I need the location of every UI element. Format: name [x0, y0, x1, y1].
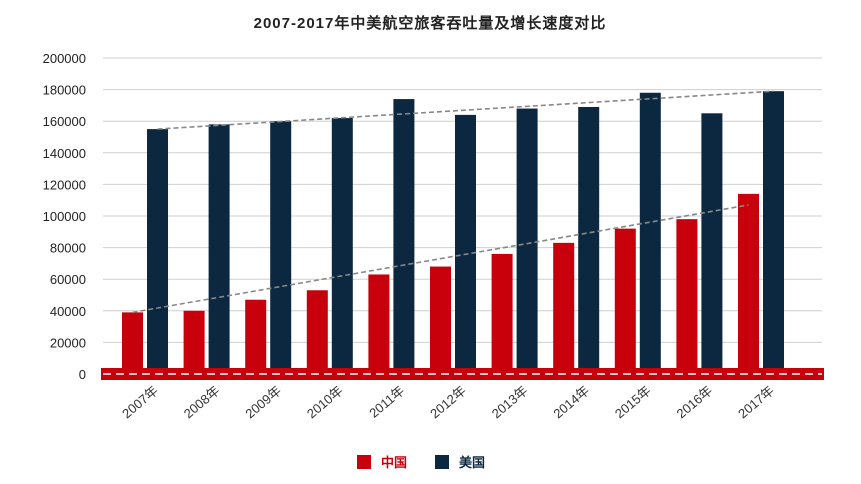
bar-china [183, 310, 205, 374]
x-tick-label: 2011年 [366, 383, 407, 421]
legend-label-china: 中国 [381, 455, 407, 470]
x-tick-label: 2007年 [119, 383, 161, 421]
x-tick-label: 2010年 [304, 383, 346, 421]
bar-usa [701, 113, 723, 375]
y-tick-label: 20000 [50, 335, 86, 350]
y-tick-label: 200000 [43, 51, 86, 66]
bar-usa [763, 91, 784, 375]
bar-china [491, 253, 513, 374]
bar-usa [331, 118, 353, 374]
bar-china [553, 242, 575, 374]
bar-china [245, 299, 267, 374]
bar-usa [393, 99, 415, 374]
legend-swatch-usa [435, 455, 449, 469]
y-tick-label: 120000 [43, 177, 86, 192]
y-tick-label: 140000 [43, 146, 86, 161]
bar-usa [455, 114, 476, 374]
x-tick-label: 2012年 [427, 383, 469, 421]
baseline-band-rect [101, 368, 824, 380]
x-tick-label: 2016年 [674, 383, 716, 421]
bar-usa [208, 124, 230, 374]
y-axis-ticks: 0 20000 40000 60000 80000 100000 120000 140000 1… [43, 51, 86, 382]
bar-usa [639, 92, 661, 374]
bar-china [676, 219, 698, 374]
x-axis-ticks: 2007年 2008年 2009年 2010年 2011年 2012年 2013年 2014年… [119, 383, 777, 421]
baseline-band [101, 368, 824, 380]
bar-series [122, 91, 784, 375]
bar-china [738, 193, 759, 374]
bar-usa [270, 121, 292, 374]
bar-usa [516, 108, 538, 374]
bar-china [306, 290, 328, 374]
trend-lines [132, 90, 774, 314]
chart-title: 2007-2017年中美航空旅客吞吐量及增长速度对比 [254, 14, 607, 32]
trend-line-usa [157, 90, 774, 130]
y-tick-label: 60000 [50, 272, 86, 287]
bar-china [122, 312, 143, 374]
legend: 中国 美国 [357, 455, 485, 470]
x-tick-label: 2013年 [489, 383, 531, 421]
y-tick-label: 40000 [50, 304, 86, 319]
bar-china [430, 266, 451, 374]
trend-line-china [132, 204, 749, 314]
bar-usa [578, 106, 600, 374]
y-tick-label: 180000 [43, 83, 86, 98]
x-tick-label: 2009年 [242, 383, 284, 421]
y-tick-label: 160000 [43, 114, 86, 129]
bar-china [368, 274, 390, 374]
x-tick-label: 2015年 [612, 383, 654, 421]
legend-label-usa: 美国 [459, 455, 485, 470]
y-tick-label: 0 [79, 367, 86, 382]
y-tick-label: 80000 [50, 241, 86, 256]
bar-usa [147, 129, 168, 374]
y-tick-label: 100000 [43, 209, 86, 224]
bar-china [614, 228, 636, 374]
x-tick-label: 2014年 [550, 383, 592, 421]
x-tick-label: 2017年 [735, 383, 777, 421]
x-tick-label: 2008年 [181, 383, 223, 421]
legend-swatch-china [357, 455, 371, 469]
